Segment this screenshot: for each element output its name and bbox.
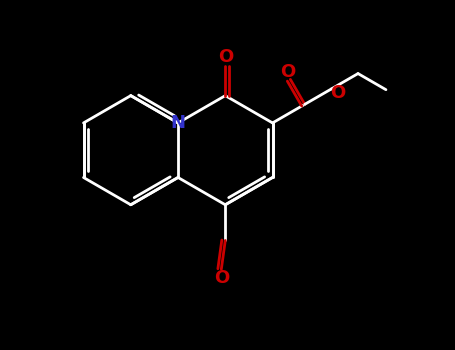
Text: N: N bbox=[171, 114, 186, 132]
Text: O: O bbox=[217, 48, 233, 66]
Text: O: O bbox=[330, 84, 345, 102]
Text: O: O bbox=[214, 269, 229, 287]
Text: O: O bbox=[280, 63, 295, 81]
